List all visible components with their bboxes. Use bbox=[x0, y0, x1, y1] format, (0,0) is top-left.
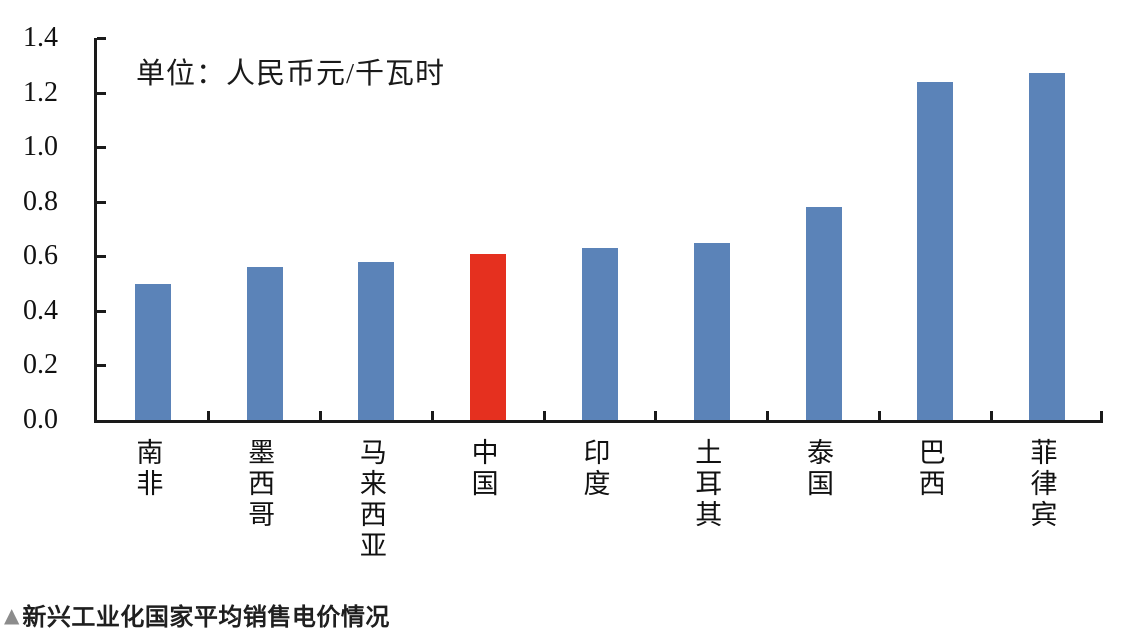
x-axis-label-char: 泰 bbox=[806, 438, 834, 468]
x-axis-label-char: 非 bbox=[136, 469, 164, 499]
x-axis-tick bbox=[207, 411, 211, 420]
bar-菲律宾 bbox=[1029, 73, 1066, 420]
x-axis-label: 南非 bbox=[94, 438, 206, 562]
y-axis-label: 0.2 bbox=[23, 349, 58, 381]
x-axis-label-char: 耳 bbox=[695, 469, 723, 499]
y-axis-tick bbox=[97, 200, 106, 204]
y-axis-label: 1.0 bbox=[23, 131, 58, 163]
x-axis-label: 马来西亚 bbox=[318, 438, 430, 562]
x-axis-label-char: 西 bbox=[359, 500, 387, 530]
x-axis-label-char: 马 bbox=[359, 438, 387, 468]
x-axis-label-char: 南 bbox=[136, 438, 164, 468]
x-axis-label-char: 中 bbox=[471, 438, 499, 468]
x-axis-label: 泰国 bbox=[765, 438, 877, 562]
x-axis-tick bbox=[654, 411, 658, 420]
x-axis-label-char: 哥 bbox=[248, 500, 276, 530]
bar-泰国 bbox=[805, 207, 842, 420]
x-axis-label-char: 巴 bbox=[918, 438, 946, 468]
bar-南非 bbox=[134, 283, 171, 420]
bar-中国 bbox=[470, 253, 507, 420]
x-axis-tick bbox=[1100, 411, 1103, 420]
x-axis-label-char: 其 bbox=[695, 500, 723, 530]
y-axis-label: 1.4 bbox=[23, 22, 58, 53]
x-axis-label: 中国 bbox=[429, 438, 541, 562]
x-axis-tick bbox=[430, 411, 434, 420]
x-axis-label: 印度 bbox=[541, 438, 653, 562]
x-axis-label-char: 国 bbox=[806, 469, 834, 499]
x-axis-label: 墨西哥 bbox=[206, 438, 318, 562]
bar-马来西亚 bbox=[358, 261, 395, 420]
unit-annotation: 单位：人民币元/千瓦时 bbox=[136, 58, 446, 90]
x-axis-tick bbox=[989, 411, 993, 420]
x-axis-label-char: 宾 bbox=[1030, 500, 1058, 530]
x-axis-label-char: 律 bbox=[1030, 469, 1058, 499]
x-axis-label-char: 亚 bbox=[359, 531, 387, 561]
bar-土耳其 bbox=[693, 242, 730, 420]
x-axis-label-char: 印 bbox=[583, 438, 611, 468]
y-axis-tick bbox=[97, 255, 106, 259]
y-axis-tick bbox=[97, 309, 106, 313]
y-axis-label: 0.0 bbox=[23, 404, 58, 435]
bar-巴西 bbox=[917, 81, 954, 420]
x-axis-label: 菲律宾 bbox=[988, 438, 1100, 562]
triangle-marker-icon: ▲ bbox=[4, 602, 20, 627]
y-axis-tick bbox=[97, 146, 106, 150]
bar-墨西哥 bbox=[246, 267, 283, 420]
x-axis-tick bbox=[766, 411, 770, 420]
x-axis-label: 土耳其 bbox=[653, 438, 765, 562]
chart-caption: ▲ 新兴工业化国家平均销售电价情况 bbox=[4, 597, 390, 632]
x-axis-label-char: 来 bbox=[359, 469, 387, 499]
y-axis-label: 1.2 bbox=[23, 76, 58, 108]
x-axis-label: 巴西 bbox=[876, 438, 988, 562]
y-axis-label: 0.6 bbox=[23, 240, 58, 272]
caption-text: 新兴工业化国家平均销售电价情况 bbox=[22, 604, 390, 631]
x-axis-label-char: 西 bbox=[248, 469, 276, 499]
x-axis-label-char: 度 bbox=[583, 469, 611, 499]
x-axis-labels: 南非墨西哥马来西亚中国印度土耳其泰国巴西菲律宾 bbox=[94, 438, 1100, 562]
x-axis-tick bbox=[319, 411, 323, 420]
x-axis-label-char: 墨 bbox=[248, 438, 276, 468]
x-axis-label-char: 土 bbox=[695, 438, 723, 468]
x-axis-label-char: 国 bbox=[471, 469, 499, 499]
x-axis-label-char: 菲 bbox=[1030, 438, 1058, 468]
plot-area: 单位：人民币元/千瓦时 bbox=[94, 37, 1103, 423]
y-axis-tick bbox=[97, 364, 106, 368]
x-axis-tick bbox=[542, 411, 546, 420]
bar-印度 bbox=[582, 248, 618, 420]
y-axis-tick bbox=[97, 37, 106, 40]
y-axis-tick bbox=[97, 91, 106, 95]
x-axis-label-char: 西 bbox=[918, 469, 946, 499]
y-axis-label: 0.8 bbox=[23, 185, 58, 217]
y-axis-label: 0.4 bbox=[23, 294, 58, 326]
x-axis-tick bbox=[877, 411, 881, 420]
